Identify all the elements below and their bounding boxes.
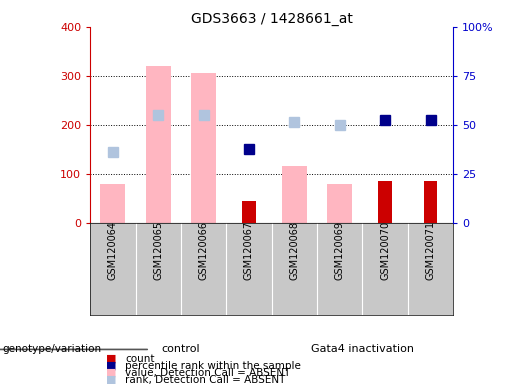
Text: rank, Detection Call = ABSENT: rank, Detection Call = ABSENT bbox=[125, 375, 285, 384]
Bar bbox=[242, 201, 256, 223]
Bar bbox=[424, 181, 437, 223]
Text: ■: ■ bbox=[106, 375, 116, 384]
Bar bbox=[379, 181, 392, 223]
Text: count: count bbox=[125, 354, 154, 364]
Text: ■: ■ bbox=[106, 361, 116, 371]
Bar bbox=[327, 184, 352, 223]
Bar bbox=[146, 66, 170, 223]
Bar bbox=[191, 73, 216, 223]
Text: ■: ■ bbox=[106, 368, 116, 378]
Text: control: control bbox=[162, 344, 200, 354]
Text: percentile rank within the sample: percentile rank within the sample bbox=[125, 361, 301, 371]
Text: ■: ■ bbox=[106, 354, 116, 364]
Text: value, Detection Call = ABSENT: value, Detection Call = ABSENT bbox=[125, 368, 290, 378]
Text: Gata4 inactivation: Gata4 inactivation bbox=[311, 344, 414, 354]
Title: GDS3663 / 1428661_at: GDS3663 / 1428661_at bbox=[191, 12, 353, 26]
Text: genotype/variation: genotype/variation bbox=[3, 344, 101, 354]
Bar bbox=[282, 166, 307, 223]
Bar bbox=[100, 184, 125, 223]
